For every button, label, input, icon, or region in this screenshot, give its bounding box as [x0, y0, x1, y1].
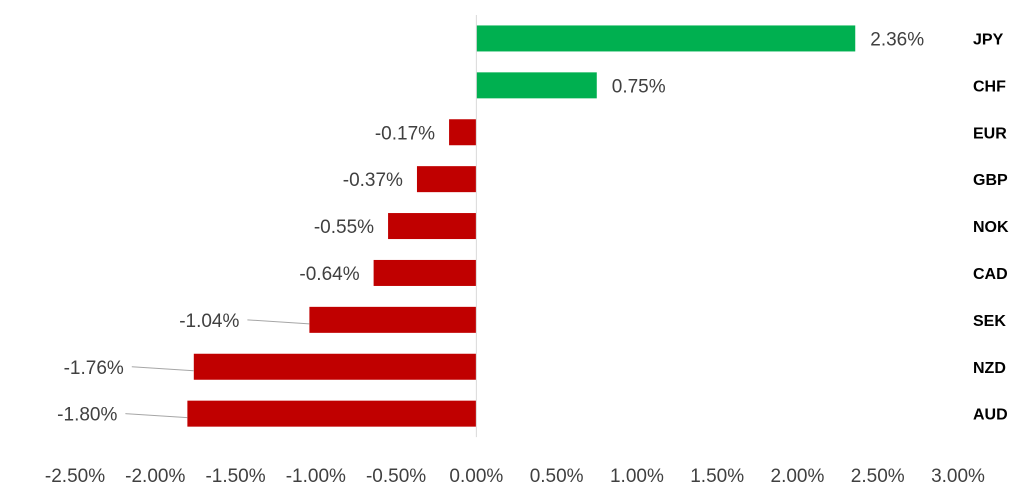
data-label-nzd: -1.76%	[64, 358, 124, 379]
x-tick-label: 2.50%	[851, 466, 905, 487]
bar-nok	[388, 213, 477, 240]
category-label-nok: NOK	[973, 219, 1009, 236]
x-tick-label: 0.00%	[449, 466, 503, 487]
bar-eur	[449, 119, 477, 146]
bar-sek	[309, 306, 477, 333]
x-tick-label: 1.50%	[690, 466, 744, 487]
x-tick-label: -2.50%	[45, 466, 105, 487]
data-label-cad: -0.64%	[299, 264, 359, 285]
data-label-eur: -0.17%	[375, 123, 435, 144]
data-label-sek: -1.04%	[179, 311, 239, 332]
category-label-aud: AUD	[973, 407, 1008, 424]
category-label-jpy: JPY	[973, 31, 1004, 48]
x-tick-label: 2.00%	[771, 466, 825, 487]
x-tick-label: 3.00%	[931, 466, 985, 487]
x-tick-label: 0.50%	[530, 466, 584, 487]
x-axis-ticks: -2.50% -2.00% -1.50% -1.00% -0.50% 0.00% 0.50%…	[45, 466, 985, 487]
data-label-gbp: -0.37%	[343, 170, 403, 191]
data-label-aud: -1.80%	[57, 405, 117, 426]
bar-aud	[187, 400, 477, 427]
leader-line-nzd	[131, 366, 194, 372]
x-tick-label: -1.00%	[286, 466, 346, 487]
category-label-chf: CHF	[973, 78, 1006, 95]
bar-cad	[373, 259, 477, 286]
data-label-jpy: 2.36%	[870, 29, 924, 50]
category-label-cad: CAD	[973, 266, 1008, 283]
bar-gbp	[416, 166, 477, 193]
leader-lines-layer	[125, 319, 310, 419]
bar-chf	[476, 72, 597, 99]
data-label-nok: -0.55%	[314, 217, 374, 238]
x-tick-label: 1.00%	[610, 466, 664, 487]
leader-line-aud	[125, 413, 188, 419]
data-labels-layer: 2.36% 0.75% -0.17% -0.37% -0.55% -0.64% -1.04%…	[57, 29, 924, 425]
category-label-eur: EUR	[973, 125, 1007, 142]
leader-line-sek	[247, 319, 310, 325]
bar-jpy	[476, 25, 856, 52]
bar-nzd	[193, 353, 477, 380]
category-label-nzd: NZD	[973, 360, 1006, 377]
category-labels-layer: JPY CHF EUR GBP NOK CAD SEK NZD AUD	[973, 31, 1009, 423]
bars-layer	[187, 25, 856, 427]
x-tick-label: -1.50%	[205, 466, 265, 487]
x-tick-label: -0.50%	[366, 466, 426, 487]
data-label-chf: 0.75%	[612, 76, 666, 97]
x-tick-label: -2.00%	[125, 466, 185, 487]
category-label-sek: SEK	[973, 313, 1006, 330]
category-label-gbp: GBP	[973, 172, 1008, 189]
